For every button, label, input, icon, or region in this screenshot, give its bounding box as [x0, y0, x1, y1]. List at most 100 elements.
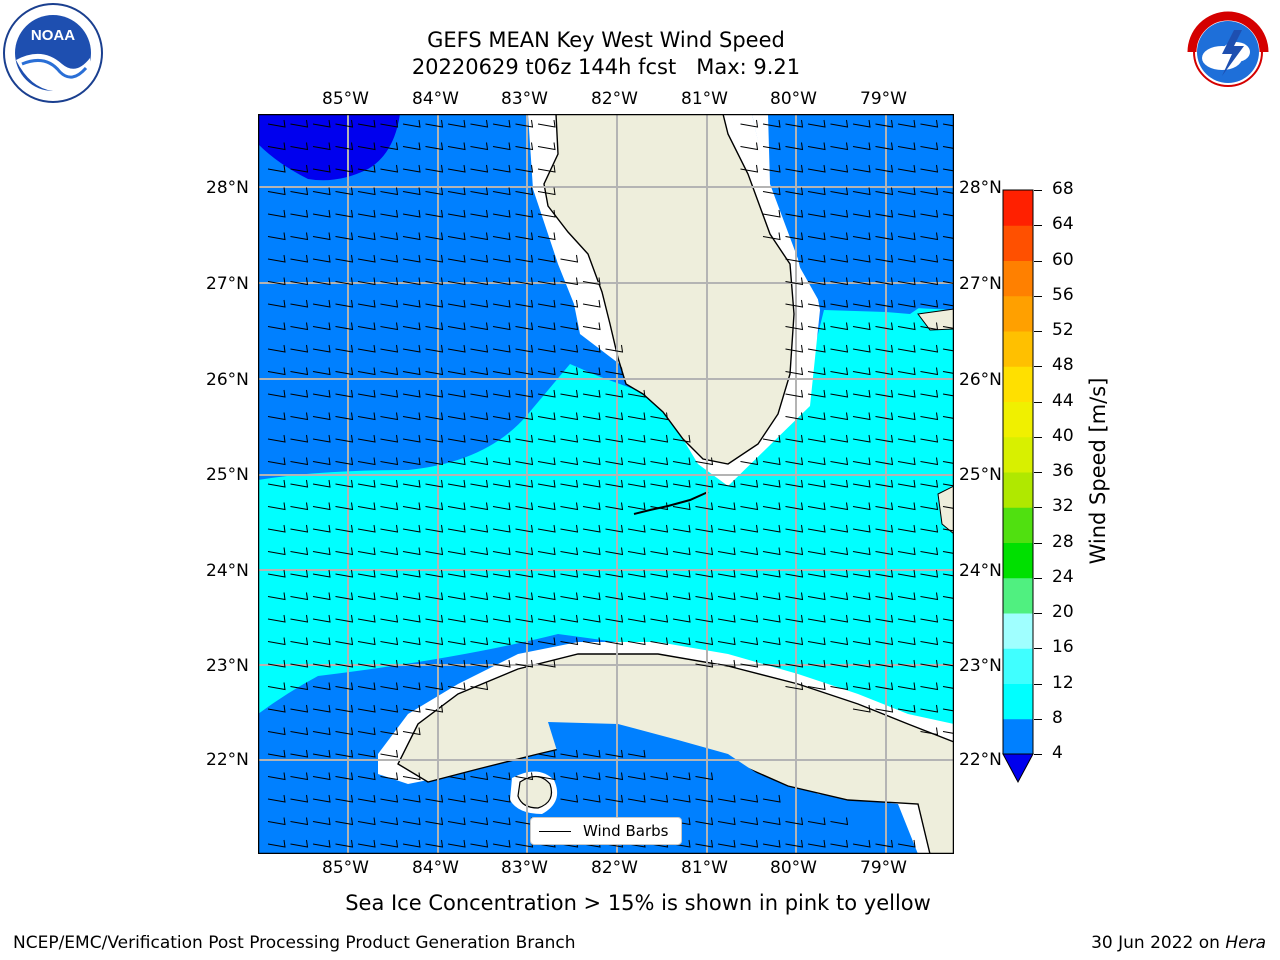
wind-barb	[425, 704, 444, 713]
wind-barb	[830, 502, 849, 511]
wind-barb	[515, 772, 534, 781]
wind-barb	[267, 682, 286, 691]
wind-barb	[357, 187, 376, 196]
wind-barb	[470, 299, 489, 308]
wind-barb	[312, 232, 331, 241]
wind-barb	[807, 164, 826, 173]
wind-barb	[605, 457, 624, 466]
wind-barb	[357, 682, 376, 691]
footer-branch: NCEP/EMC/Verification Post Processing Pr…	[13, 933, 576, 953]
wind-barb	[942, 506, 954, 509]
wind-barb	[515, 187, 534, 196]
wind-barb	[672, 569, 691, 578]
colorbar-tick-mark	[1034, 754, 1042, 755]
wind-barb	[425, 367, 444, 376]
wind-barb	[470, 524, 489, 533]
wind-barb	[785, 457, 804, 466]
wind-barb	[852, 277, 871, 286]
wind-barb	[335, 592, 354, 601]
wind-barb	[515, 367, 534, 376]
wind-barb	[425, 569, 444, 578]
wind-barb	[447, 637, 466, 646]
wind-barb	[875, 614, 894, 623]
wind-barb	[852, 299, 871, 308]
wind-barb	[785, 817, 804, 826]
wind-barb	[852, 209, 871, 218]
wind-barb	[942, 303, 954, 307]
lat-label-right: 27°N	[959, 274, 1002, 294]
colorbar-tick-label: 8	[1052, 707, 1063, 728]
wind-barb	[852, 569, 871, 578]
map-legend: Wind Barbs	[530, 817, 682, 845]
wind-barb	[492, 794, 511, 803]
colorbar-bin	[1003, 648, 1033, 684]
wind-barb	[807, 569, 826, 578]
wind-barb	[402, 569, 421, 578]
wind-barb	[830, 457, 849, 466]
wind-barb	[762, 119, 781, 128]
colorbar-bin	[1003, 613, 1033, 649]
wind-barb	[357, 344, 376, 353]
colorbar-tick-label: 52	[1052, 320, 1074, 340]
wind-barb	[897, 164, 916, 173]
wind-barb	[920, 254, 939, 263]
wind-barb	[897, 142, 916, 151]
wind-barb	[380, 479, 399, 488]
colorbar-tick-label: 64	[1052, 214, 1074, 235]
wind-barb	[380, 502, 399, 511]
wind-barb	[335, 322, 354, 331]
wind-barb	[447, 299, 466, 308]
wind-barb	[695, 524, 714, 533]
wind-barb	[807, 142, 826, 151]
wind-barb	[470, 142, 489, 151]
wind-barb	[312, 209, 331, 218]
wind-barb	[357, 839, 376, 848]
wind-barb	[492, 187, 511, 196]
wind-barb	[875, 367, 894, 376]
wind-barb	[267, 142, 286, 151]
wind-barb	[470, 682, 489, 691]
wind-barb	[492, 412, 511, 421]
wind-barb	[852, 704, 871, 713]
wind-barb	[650, 614, 669, 623]
wind-barb	[290, 254, 309, 263]
lon-label-top: 79°W	[860, 89, 907, 109]
wind-barb	[830, 277, 849, 286]
wind-barb	[942, 618, 954, 622]
wind-barb	[380, 389, 399, 398]
wind-barb	[335, 254, 354, 263]
wind-barb	[267, 817, 286, 826]
wind-barb	[515, 344, 534, 353]
wind-barb	[920, 187, 939, 196]
wind-barb	[785, 412, 804, 421]
wind-barb	[312, 367, 331, 376]
wind-barb	[380, 209, 399, 218]
wind-barb	[380, 817, 399, 826]
wind-barb	[582, 322, 601, 331]
wind-barb	[492, 232, 511, 241]
colorbar-tick-label: 28	[1052, 531, 1074, 552]
wind-barb	[807, 479, 826, 488]
colorbar	[1002, 188, 1034, 784]
wind-barb	[942, 213, 954, 217]
wind-barb	[515, 502, 534, 511]
wind-barb	[447, 232, 466, 241]
wind-barb	[470, 457, 489, 466]
wind-barb	[447, 434, 466, 443]
wind-barb	[357, 524, 376, 533]
wind-barb	[560, 457, 579, 466]
wind-barb	[560, 322, 579, 331]
wind-barb	[312, 164, 331, 173]
colorbar-tick-label: 24	[1052, 566, 1074, 587]
wind-barb	[357, 704, 376, 713]
wind-barb	[290, 524, 309, 533]
wind-barb	[807, 659, 826, 668]
wind-barb	[762, 839, 781, 848]
wind-barb	[672, 637, 691, 646]
wind-barb	[582, 367, 601, 376]
wind-barb	[807, 277, 826, 286]
lon-label-bottom: 79°W	[860, 858, 907, 878]
wind-barb	[672, 547, 691, 556]
wind-barb	[290, 479, 309, 488]
wind-barb	[695, 794, 714, 803]
